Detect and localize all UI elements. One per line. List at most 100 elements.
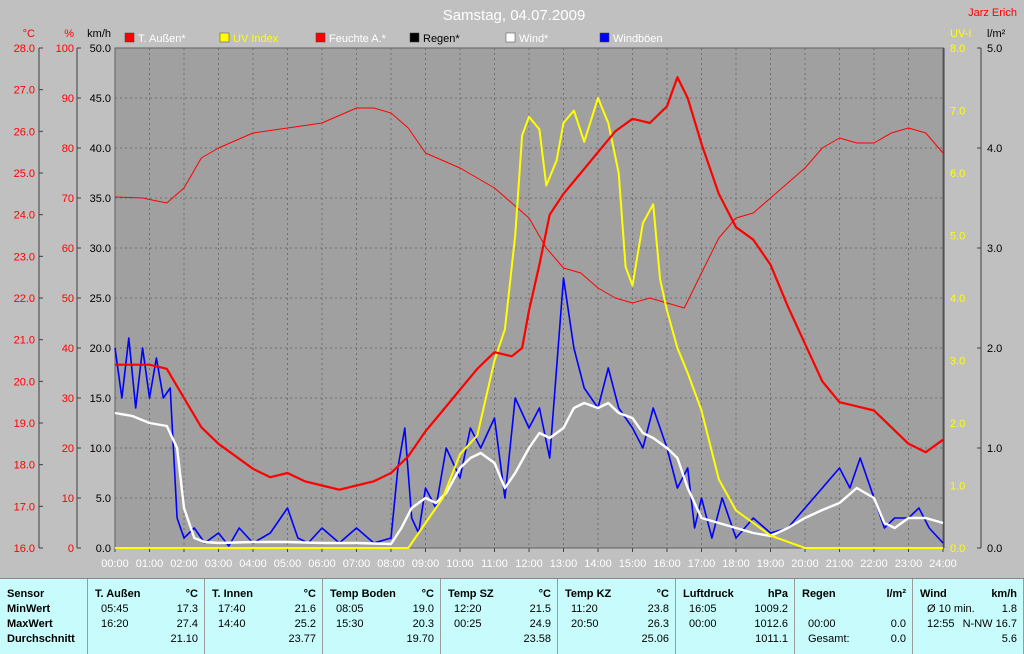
column-unit: °C (538, 588, 551, 600)
right1-unit-label: UV-I (950, 28, 971, 40)
cell-time: 00:25 (454, 618, 482, 630)
x-tick-label: 04:00 (239, 558, 267, 570)
column-unit: °C (421, 588, 434, 600)
cell-value: 21.10 (170, 633, 198, 645)
right2-tick-label: 2.0 (987, 343, 1002, 355)
column-header: T. Innen (212, 588, 253, 600)
left3-tick-label: 0.0 (96, 543, 111, 555)
stats-column: Wind km/h Ø 10 min. 1.8 12:55 N-NW 16.7 5.6 (913, 579, 1024, 654)
chart-axes: 16.0 17.0 18.0 19.0 20.0 21.0 22.0 23.0 24.0 25.0… (14, 28, 1006, 570)
left1-unit-label: °C (23, 28, 35, 40)
left2-tick-label: 20 (62, 443, 74, 455)
left3-tick-label: 30.0 (90, 243, 111, 255)
column-unit: km/h (991, 588, 1017, 600)
cell-time: 14:40 (218, 618, 246, 630)
left1-tick-label: 23.0 (14, 251, 35, 263)
row-label: MaxWert (7, 618, 53, 630)
right2-tick-label: 5.0 (987, 43, 1002, 55)
legend-swatch (409, 32, 420, 43)
chart-title: Samstag, 04.07.2009 (443, 7, 586, 24)
x-tick-label: 02:00 (170, 558, 198, 570)
right1-tick-label: 0.0 (950, 543, 965, 555)
x-tick-label: 23:00 (895, 558, 923, 570)
x-tick-label: 22:00 (860, 558, 888, 570)
cell-value: 17.3 (176, 603, 198, 615)
x-tick-label: 14:00 (584, 558, 612, 570)
left2-tick-label: 10 (62, 493, 74, 505)
left3-tick-label: 10.0 (90, 443, 111, 455)
x-tick-label: 12:00 (515, 558, 543, 570)
x-tick-label: 18:00 (722, 558, 750, 570)
cell-value: 26.3 (647, 618, 669, 630)
x-tick-label: 00:00 (101, 558, 129, 570)
chart-grid (115, 48, 943, 548)
column-header: Sensor (7, 588, 45, 600)
x-tick-label: 13:00 (550, 558, 578, 570)
x-tick-label: 07:00 (343, 558, 371, 570)
cell-value: 23.58 (523, 633, 551, 645)
cell-value: 19.0 (412, 603, 434, 615)
left3-tick-label: 35.0 (90, 193, 111, 205)
left2-tick-label: 70 (62, 193, 74, 205)
left1-tick-label: 18.0 (14, 460, 35, 472)
right1-tick-label: 6.0 (950, 168, 965, 180)
right1-tick-label: 1.0 (950, 481, 965, 493)
right2-tick-label: 4.0 (987, 143, 1002, 155)
cell-value: 25.2 (294, 618, 316, 630)
cell-value: 21.5 (529, 603, 551, 615)
series-line-tauen (115, 76, 944, 491)
x-tick-label: 17:00 (688, 558, 716, 570)
cell-value: 0.0 (890, 633, 906, 645)
legend-label: Windböen (613, 33, 663, 45)
cell-value: 23.8 (647, 603, 669, 615)
left1-tick-label: 22.0 (14, 293, 35, 305)
column-unit: l/m² (886, 588, 906, 600)
series-line-feuchtea (114, 107, 944, 309)
row-label: MinWert (7, 603, 51, 615)
legend-swatch (219, 32, 230, 43)
left2-tick-label: 60 (62, 243, 74, 255)
x-tick-label: 24:00 (929, 558, 957, 570)
column-header: Wind (920, 588, 947, 600)
left3-tick-label: 40.0 (90, 143, 111, 155)
stats-column: Temp SZ °C 12:20 21.5 00:25 24.9 23.58 (441, 579, 558, 654)
x-tick-label: 03:00 (205, 558, 233, 570)
stats-column: T. Innen °C 17:40 21.6 14:40 25.2 23.77 (205, 579, 323, 654)
left3-tick-label: 20.0 (90, 343, 111, 355)
x-tick-label: 06:00 (308, 558, 336, 570)
cell-value: 0.0 (890, 618, 906, 630)
column-header: Temp Boden (330, 588, 396, 600)
column-header: Regen (802, 588, 836, 600)
column-header: T. Außen (95, 588, 141, 600)
left1-tick-label: 17.0 (14, 501, 35, 513)
stats-table: Sensor MinWert MaxWert Durchschnitt T. Außen… (0, 578, 1024, 654)
cell-time: Ø 10 min. (927, 603, 975, 615)
left2-unit-label: % (64, 28, 74, 40)
cell-value: 1.8 (1001, 603, 1017, 615)
legend-swatch (505, 32, 516, 43)
column-header: Temp KZ (565, 588, 612, 600)
column-unit: °C (303, 588, 316, 600)
chart-legend: T. Außen* UV Index Feuchte A.* Regen* Wind* W… (124, 32, 663, 45)
chart-series (114, 76, 944, 549)
cell-time: 17:40 (218, 603, 246, 615)
cell-time: 16:05 (689, 603, 717, 615)
right1-tick-label: 8.0 (950, 43, 965, 55)
left1-tick-label: 21.0 (14, 335, 35, 347)
series-line-uvindex (115, 97, 943, 549)
x-tick-label: 08:00 (377, 558, 405, 570)
left2-tick-label: 80 (62, 143, 74, 155)
left2-tick-label: 90 (62, 93, 74, 105)
left3-tick-label: 45.0 (90, 93, 111, 105)
left1-tick-label: 26.0 (14, 126, 35, 138)
column-unit: °C (656, 588, 669, 600)
left2-tick-label: 50 (62, 293, 74, 305)
left3-tick-label: 5.0 (96, 493, 111, 505)
left2-tick-label: 0 (68, 543, 74, 555)
x-tick-label: 19:00 (757, 558, 785, 570)
left3-tick-label: 25.0 (90, 293, 111, 305)
right1-tick-label: 7.0 (950, 106, 965, 118)
cell-time: 12:20 (454, 603, 482, 615)
cell-value: 1012.6 (754, 618, 788, 630)
column-unit: °C (185, 588, 198, 600)
